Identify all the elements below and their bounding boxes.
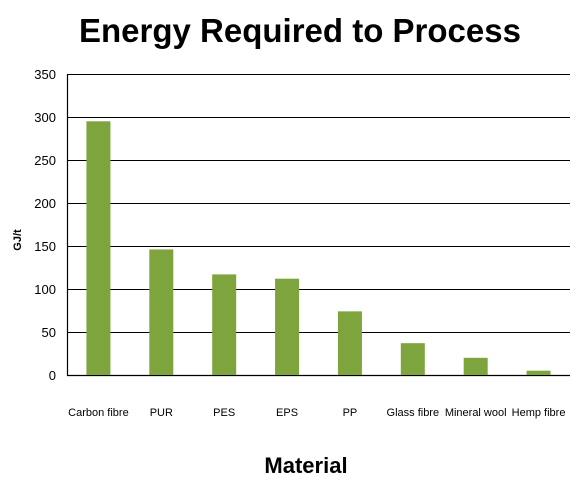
bar-pes <box>212 274 237 375</box>
x-tick-label: PES <box>213 407 235 419</box>
y-tick-label: 250 <box>34 153 56 168</box>
y-tick-label: 200 <box>34 196 56 211</box>
chart-title: Energy Required to Process <box>79 12 521 49</box>
gridlines <box>66 74 570 377</box>
x-tick-label: EPS <box>276 407 298 419</box>
x-tick-label: Glass fibre <box>387 407 440 419</box>
bar-carbon-fibre <box>86 121 111 375</box>
y-axis-label: GJ/t <box>12 229 24 251</box>
x-tick-label: PP <box>343 407 358 419</box>
y-tick-label: 50 <box>42 325 56 340</box>
x-tick-labels: Carbon fibre PUR PES EPS PP Glass fibre Minera… <box>68 407 565 419</box>
bar-eps <box>275 278 300 375</box>
bar-pp <box>337 311 362 375</box>
y-tick-label: 0 <box>49 368 56 383</box>
bar-pur <box>149 249 174 375</box>
x-tick-label: Hemp fibre <box>512 407 566 419</box>
x-axis-label: Material <box>264 453 347 477</box>
y-tick-label: 350 <box>34 67 56 82</box>
y-tick-label: 300 <box>34 110 56 125</box>
y-tick-label: 100 <box>34 282 56 297</box>
bars <box>86 121 551 375</box>
x-tick-label: PUR <box>150 407 173 419</box>
y-tick-labels: 0 50 100 150 200 250 300 350 <box>34 67 56 383</box>
x-tick-label: Mineral wool <box>445 407 507 419</box>
y-tick-label: 150 <box>34 239 56 254</box>
bar-glass-fibre <box>400 343 425 375</box>
x-tick-label: Carbon fibre <box>68 407 129 419</box>
bar-hemp-fibre <box>526 370 551 375</box>
bar-mineral-wool <box>463 357 488 375</box>
